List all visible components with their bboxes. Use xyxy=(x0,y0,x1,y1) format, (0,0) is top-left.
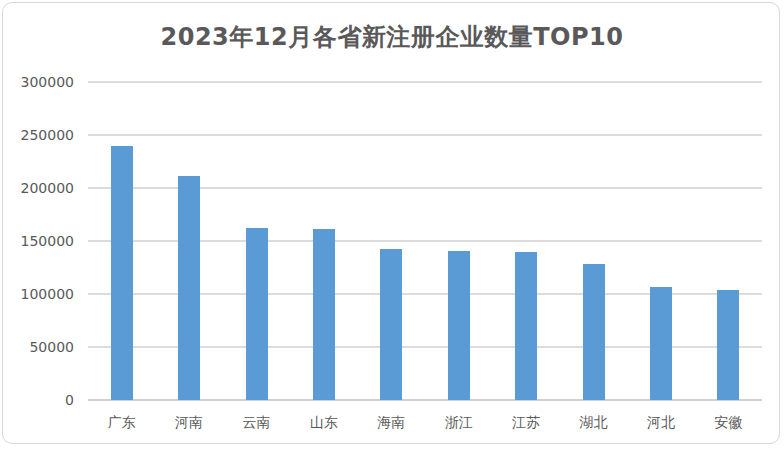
bar-江苏 xyxy=(515,252,537,400)
bar-山东 xyxy=(313,229,335,400)
x-category-label: 山东 xyxy=(290,413,357,431)
x-category-label: 云南 xyxy=(223,413,290,431)
x-category-label: 湖北 xyxy=(560,413,627,431)
bar-安徽 xyxy=(717,290,739,400)
bar-河南 xyxy=(178,176,200,400)
gridline xyxy=(88,134,762,136)
chart-title: 2023年12月各省新注册企业数量TOP10 xyxy=(0,21,784,53)
bar-河北 xyxy=(650,287,672,400)
x-category-label: 海南 xyxy=(358,413,425,431)
bar-云南 xyxy=(246,228,268,400)
bar-浙江 xyxy=(448,251,470,400)
bar-广东 xyxy=(111,146,133,400)
x-category-label: 河北 xyxy=(627,413,694,431)
y-tick-label: 300000 xyxy=(0,73,74,91)
x-category-label: 江苏 xyxy=(492,413,559,431)
y-tick-label: 100000 xyxy=(0,285,74,303)
x-category-label: 安徽 xyxy=(695,413,762,431)
x-category-label: 河南 xyxy=(155,413,222,431)
y-tick-label: 0 xyxy=(0,391,74,409)
y-tick-label: 200000 xyxy=(0,179,74,197)
gridline xyxy=(88,81,762,83)
x-category-label: 广东 xyxy=(88,413,155,431)
bar-湖北 xyxy=(583,264,605,400)
plot-area xyxy=(88,82,762,400)
y-tick-label: 50000 xyxy=(0,338,74,356)
y-tick-label: 250000 xyxy=(0,126,74,144)
bar-海南 xyxy=(380,249,402,400)
y-tick-label: 150000 xyxy=(0,232,74,250)
x-category-label: 浙江 xyxy=(425,413,492,431)
